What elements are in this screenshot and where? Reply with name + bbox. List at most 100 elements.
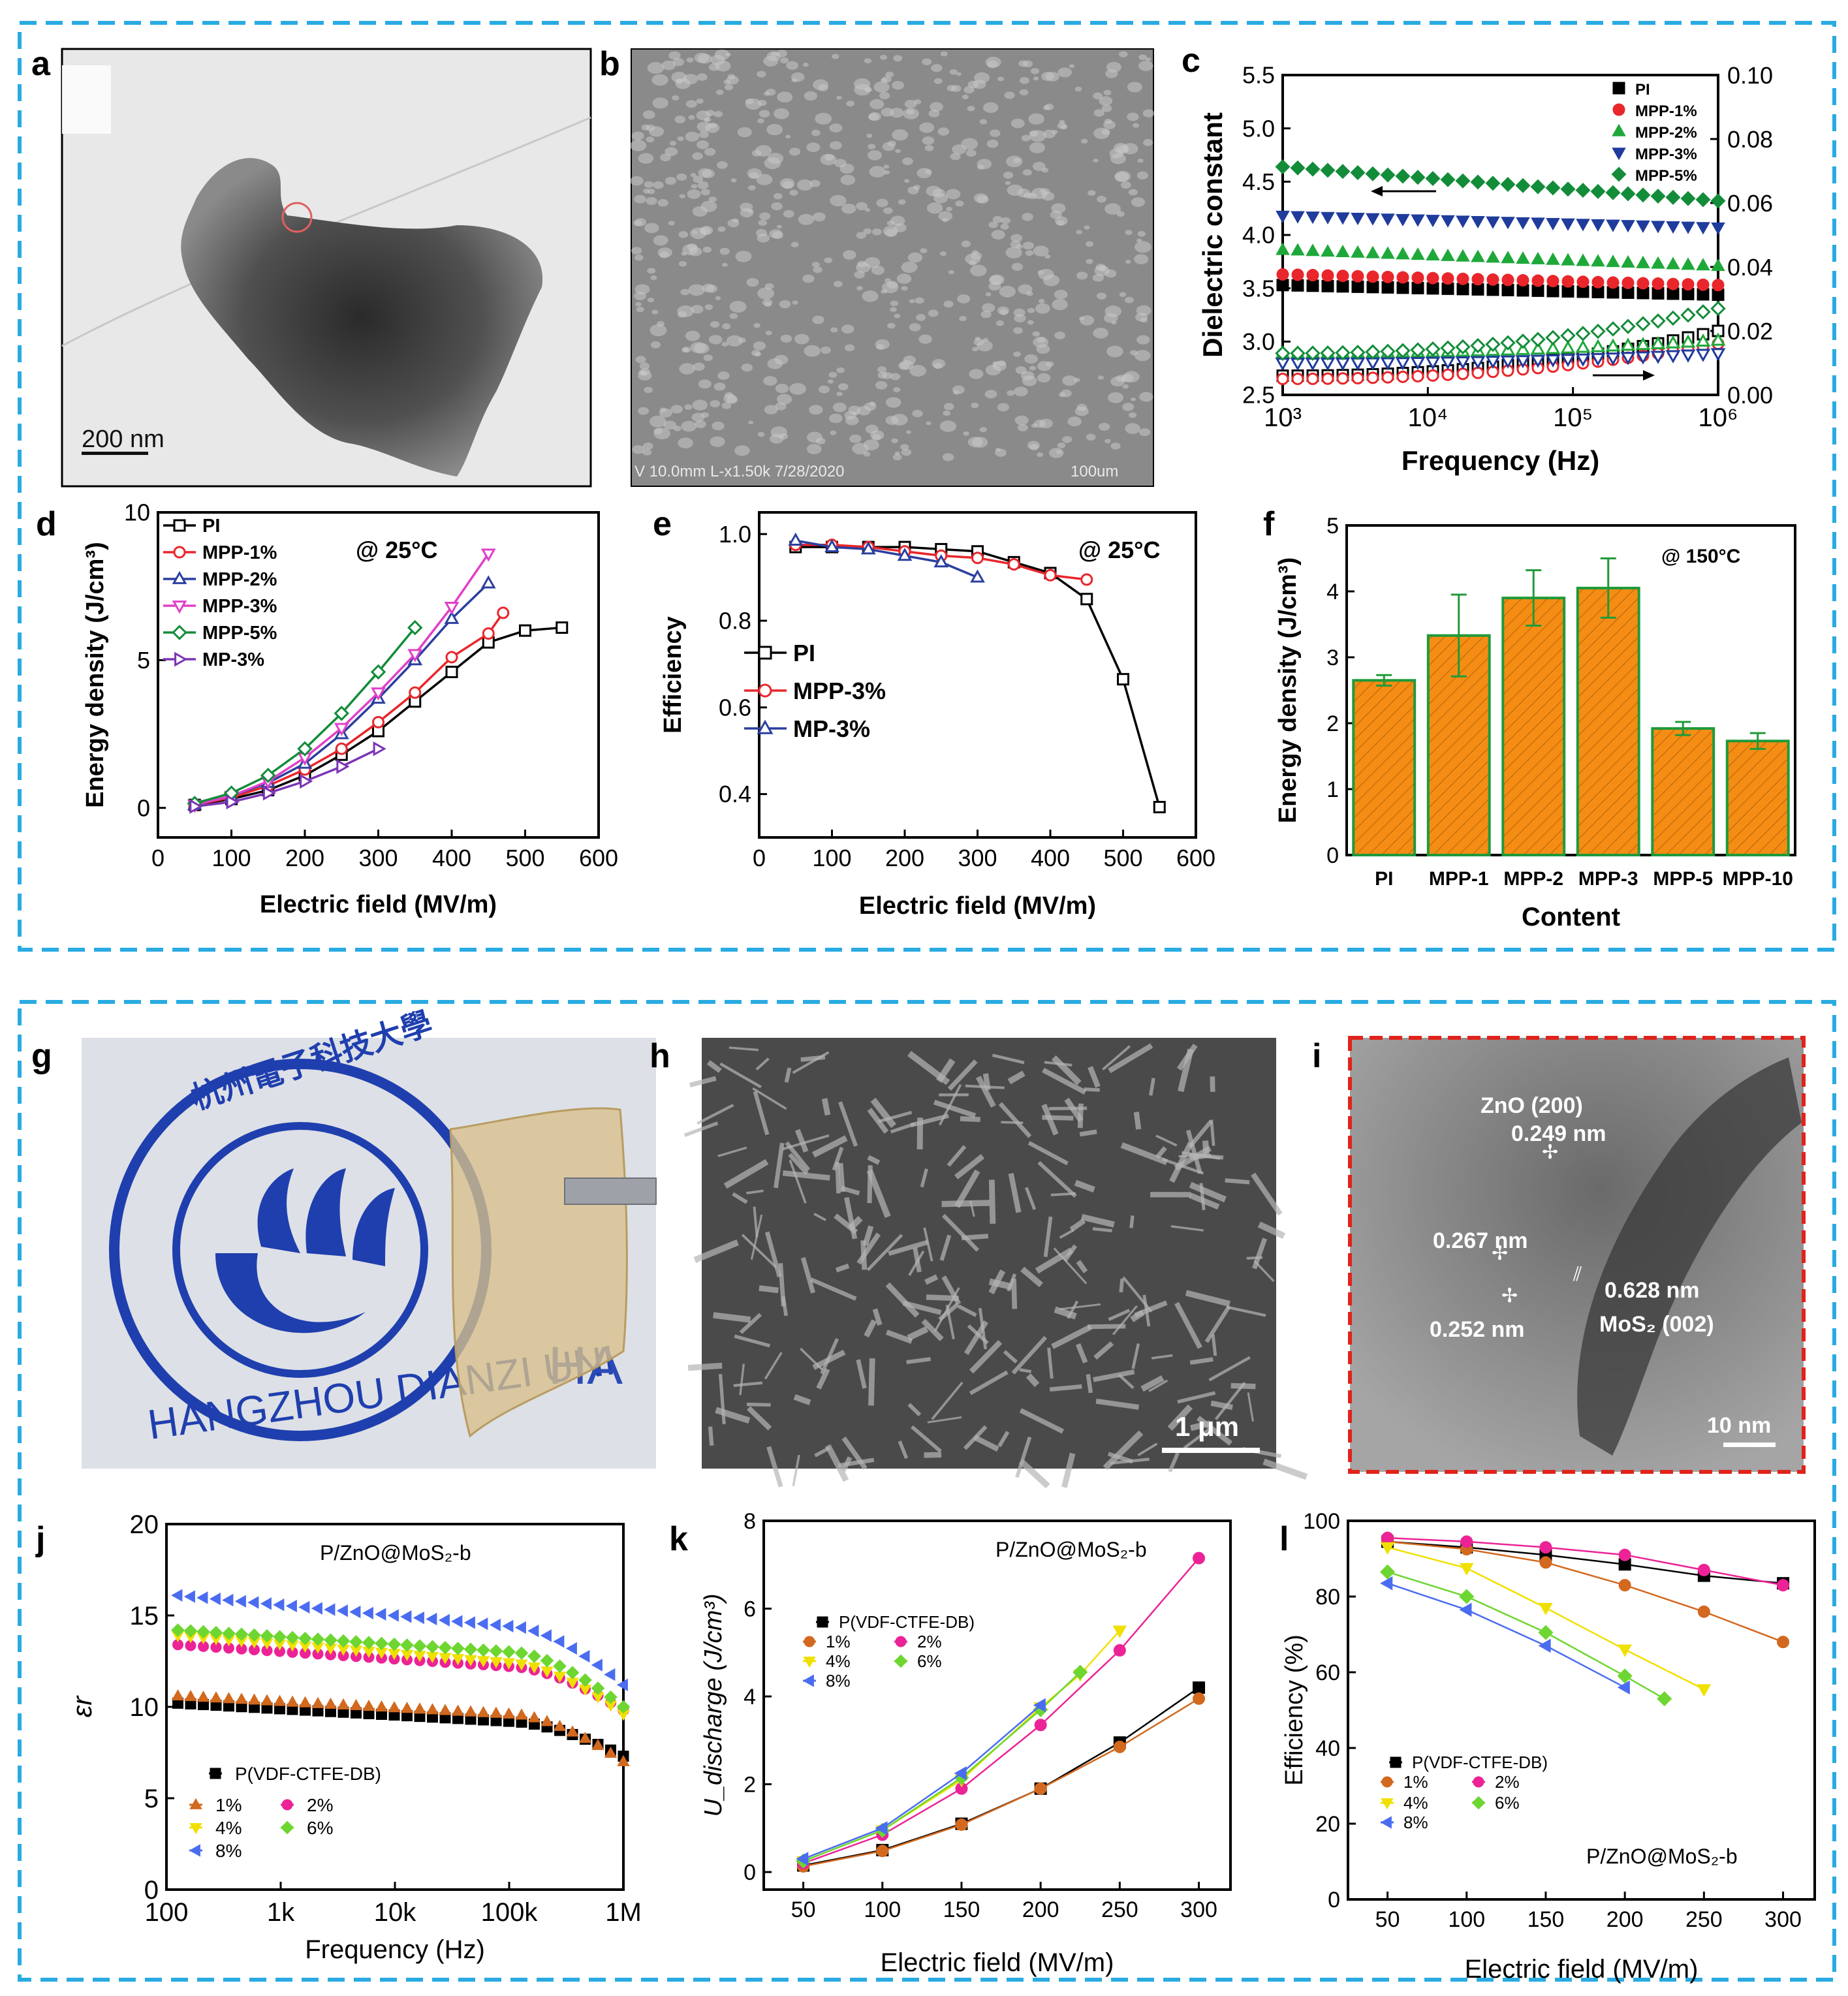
data-point [955,1818,968,1831]
dielectric-point [1697,278,1710,291]
sem-particle [1041,72,1054,82]
data-point [1044,569,1057,582]
data-point [1193,1552,1206,1565]
data-point [565,1666,580,1679]
dielectric-point [1576,275,1590,288]
legend-marker [1612,123,1626,136]
label-d267: 0.267 nm [1433,1228,1528,1253]
dielectric-point [1576,219,1590,232]
sem-particle [804,91,818,101]
legend-marker [757,719,774,734]
pore-wall [969,1370,1009,1396]
data-point [196,1591,208,1604]
pore-wall [715,1407,751,1424]
sem-particle [1007,390,1015,396]
sem-particle [953,390,960,395]
dielectric-point [1501,251,1515,264]
pore-wall [866,1169,891,1219]
legend-marker [189,1844,200,1857]
data-point [171,1689,185,1701]
sem-particle [766,88,776,96]
sem-particle [650,341,661,349]
y-tick-label: 0 [137,794,150,821]
sem-particle [1029,443,1039,450]
y-tick-label: 2 [744,1772,756,1797]
sem-particle [965,253,981,265]
sem-particle [876,198,888,208]
y-tick-label: 4.0 [1242,222,1275,249]
loss-point [1575,339,1591,353]
pore-wall [1080,1213,1115,1228]
sem-particle [1039,418,1053,429]
pore-wall [1093,1369,1135,1382]
sem-particle [1136,238,1142,243]
sem-particle [734,445,750,456]
y2-tick-label: 0.04 [1727,254,1773,281]
sem-particle [1119,292,1127,297]
loss-point [1515,341,1531,355]
legend-label: 2% [917,1632,942,1651]
sem-particle [634,195,646,204]
sem-particle [670,405,683,414]
sem-particle [857,405,871,416]
data-point [445,651,458,664]
x-tick-label: 400 [432,845,471,871]
sem-particle [635,356,646,364]
sem-particle [1031,423,1038,428]
pore-wall [890,1122,916,1134]
sem-particle [986,139,999,148]
chart-title: P/ZnO@MoS₂-b [995,1538,1147,1561]
pore-wall [820,1338,839,1375]
sem-particle [1137,231,1146,237]
data-point [1380,1542,1395,1555]
pore-wall [746,1406,772,1431]
pore-wall [864,1319,877,1338]
sem-particle [979,427,988,433]
sem-particle [692,230,698,235]
sem-particle [812,212,826,222]
data-point [171,1623,185,1637]
pore-wall [1120,1142,1168,1165]
sem-particle [819,385,830,394]
legend-label: 4% [826,1651,851,1671]
sem-particle [894,313,901,319]
loss-point [1605,338,1621,352]
loss-point [1635,316,1651,332]
sem-particle [765,330,772,335]
sem-particle [1104,269,1117,278]
data-point [273,1630,287,1644]
data-point [490,1706,503,1718]
sem-particle [665,177,677,185]
sem-particle [732,218,739,223]
sem-particle [644,386,653,394]
pore-wall [764,1352,783,1380]
pore-wall [941,1200,990,1208]
pore-wall [931,1381,963,1420]
sem-particle [751,149,762,157]
sem-particle [937,127,950,136]
dielectric-point [1682,278,1695,291]
sem-particle [710,320,720,328]
sem-particle [649,415,666,428]
pore-wall [1011,1278,1018,1309]
pore-wall [782,1134,830,1151]
dielectric-point [1291,211,1305,224]
pore-wall [961,1234,989,1241]
pore-wall [723,1159,769,1189]
data-point [262,785,277,801]
data-point [540,1629,552,1642]
series-MPP-3% [1276,210,1725,235]
sem-particle [1120,181,1131,189]
sem-particle [1110,376,1125,387]
sem-particle [903,108,919,119]
pore-wall [1134,1300,1168,1318]
sem-particle [710,55,725,65]
sem-particle [758,219,767,226]
y-tick-label: 5.5 [1242,62,1275,89]
sem-particle [631,247,642,255]
data-point [451,1704,465,1716]
sem-particle [982,303,995,313]
sem-particle [1017,188,1031,198]
pore-wall [1074,1179,1095,1193]
data-point [502,1658,516,1670]
